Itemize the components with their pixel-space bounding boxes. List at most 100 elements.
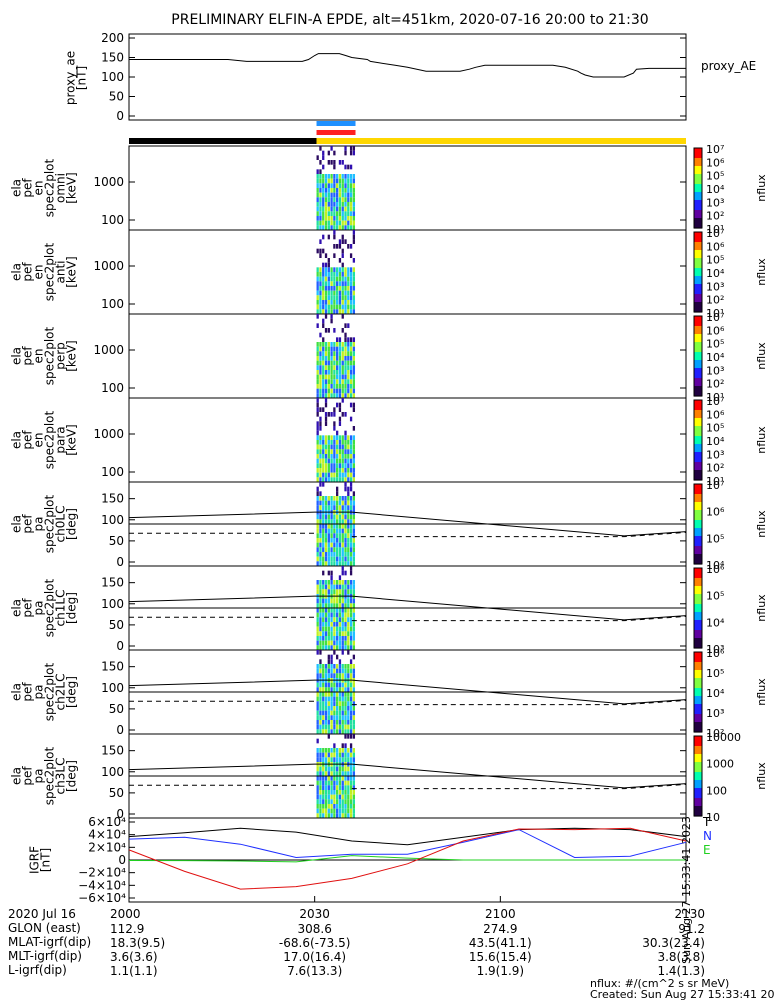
spectrogram-pa-1-cell <box>330 626 333 632</box>
spectrogram-pa-0-cell <box>327 561 330 566</box>
spectrogram-energy-3-cell <box>349 463 353 468</box>
colorbar-energy-2-label: 10⁷ <box>706 311 724 324</box>
spectrogram-pa-0-cell <box>336 496 339 501</box>
spectrogram-pa-1-cell <box>347 603 350 608</box>
spectrogram-energy-2-cell <box>344 379 347 384</box>
colorbar-energy-1-cell <box>694 270 702 273</box>
spectrogram-pa-0-cell <box>347 533 350 538</box>
spectrogram-pa-0-cell <box>322 561 325 566</box>
spectrogram-pa-2-cell <box>330 673 333 678</box>
spectrogram-energy-2-cell <box>336 346 339 352</box>
tick-label: 50 <box>109 90 124 104</box>
colorbar-pa-2-cell <box>694 678 702 681</box>
spectrogram-energy-1-cell <box>338 267 342 272</box>
colorbar-pa-3-label: 100 <box>706 784 727 797</box>
spectrogram-pa-3-cell <box>344 771 347 776</box>
tick-label: 100 <box>101 465 124 479</box>
spectrogram-energy-0-cell <box>352 197 356 202</box>
colorbar-energy-0-cell <box>694 178 702 181</box>
spectrogram-energy-0-cell <box>319 178 322 184</box>
spectrogram-pa-3-cell <box>341 766 344 772</box>
spectrogram-energy-0-cell <box>336 174 339 179</box>
spectrogram-energy-0-cell <box>347 192 350 198</box>
spectrogram-energy-2-cell <box>324 374 328 380</box>
spectrogram-energy-0-cell <box>347 225 350 230</box>
spectrogram-energy-0-cell <box>316 188 319 193</box>
spectrogram-pa-1-cell <box>324 626 328 632</box>
spectrogram-energy-2-cell <box>322 388 325 394</box>
spectrogram-energy-0-cell <box>319 225 322 230</box>
colorbar-energy-1-cell <box>694 306 702 309</box>
spectrogram-pa-3-cell <box>349 743 353 748</box>
colorbar-energy-0-cell <box>694 158 702 161</box>
spectrogram-pa-1-cell <box>338 603 342 608</box>
colorbar-energy-2-cell <box>694 316 702 319</box>
colorbar-energy-0-cell <box>694 164 702 167</box>
ylabel-energy-0-0: ela <box>10 179 24 197</box>
spectrogram-energy-0-cell <box>330 160 333 165</box>
spectrogram-energy-1-cell <box>338 258 342 263</box>
spectrogram-pa-0-cell <box>344 561 347 566</box>
colorbar-pa-1-cell <box>694 600 702 603</box>
spectrogram-pa-1-cell <box>336 598 339 604</box>
spectrogram-energy-0-cell <box>316 178 319 184</box>
colorbar-energy-2-cell <box>694 356 702 359</box>
spectrogram-energy-2-cell <box>322 351 325 356</box>
spectrogram-pa-3-cell <box>344 748 347 753</box>
spectrogram-pa-3-cell <box>327 780 330 786</box>
spectrogram-energy-2-cell <box>319 365 322 370</box>
spectrogram-energy-1-cell <box>338 276 342 282</box>
spectrogram-energy-0-cell <box>319 146 322 151</box>
colorbar-pa-0-cell <box>694 558 702 561</box>
spectrogram-pa-3-cell <box>316 799 319 804</box>
spectrogram-pa-3-cell <box>330 813 333 818</box>
spectrogram-energy-0-cell <box>316 197 319 202</box>
spectrogram-pa-3-cell <box>330 804 333 809</box>
spectrogram-pa-0-cell <box>322 505 325 510</box>
spectrogram-pa-2-cell <box>352 706 356 711</box>
spectrogram-pa-0-cell <box>322 552 325 557</box>
spectrogram-pa-3-cell <box>322 776 325 781</box>
spectrogram-pa-3-cell <box>319 752 322 758</box>
spectrogram-energy-1-cell <box>349 244 353 249</box>
colorbar-energy-1-cell <box>694 250 702 253</box>
spectrogram-pa-3-cell <box>324 785 328 790</box>
spectrogram-energy-2-cell <box>336 393 339 398</box>
spectrogram-pa-2-cell <box>327 724 330 730</box>
spectrogram-energy-2-cell <box>352 384 356 389</box>
colorbar-energy-2-cell <box>694 374 702 377</box>
spectrogram-pa-1-cell <box>336 645 339 650</box>
spectrogram-energy-3-cell <box>349 477 353 482</box>
spectrogram-energy-1-cell <box>338 272 342 277</box>
spectrogram-energy-3-cell <box>316 468 319 473</box>
colorbar-energy-0-cell <box>694 212 702 215</box>
spectrogram-energy-0-cell <box>322 197 325 202</box>
colorbar-energy-0-cell <box>694 206 702 209</box>
spectrogram-energy-1-cell <box>333 286 336 291</box>
spectrogram-energy-0-cell <box>338 225 342 230</box>
spectrogram-pa-1-cell <box>347 580 350 585</box>
spectrogram-pa-1-cell <box>327 584 330 590</box>
ylabel-pa-3-2: pa <box>32 769 46 784</box>
spectrogram-energy-1-cell <box>341 281 344 286</box>
spectrogram-energy-2-cell <box>327 328 330 333</box>
spectrogram-energy-0-cell <box>349 183 353 188</box>
spectrogram-pa-3-cell <box>333 794 336 800</box>
spectrogram-pa-1-cell <box>327 645 330 650</box>
spectrogram-pa-1-cell <box>333 608 336 613</box>
spectrogram-energy-1-cell <box>333 244 336 249</box>
anti-loss-cone-line <box>129 531 687 538</box>
colorbar-energy-3-label: 10⁵ <box>706 422 724 435</box>
colorbar-pa-0-cell <box>694 524 702 527</box>
spectrogram-pa-3-cell <box>327 813 330 818</box>
spectrogram-pa-1-cell <box>344 612 347 618</box>
x-tick-value: 7.6(13.3) <box>287 964 342 978</box>
spectrogram-pa-1-cell <box>341 608 344 613</box>
spectrogram-pa-2-cell <box>333 682 336 688</box>
spectrogram-pa-1-cell <box>341 584 344 590</box>
spectrogram-energy-0-cell <box>347 211 350 216</box>
spectrogram-energy-0-cell <box>344 188 347 193</box>
spectrogram-pa-2-cell <box>316 724 319 730</box>
spectrogram-pa-0-cell <box>352 552 356 557</box>
spectrogram-energy-3-cell <box>341 468 344 473</box>
